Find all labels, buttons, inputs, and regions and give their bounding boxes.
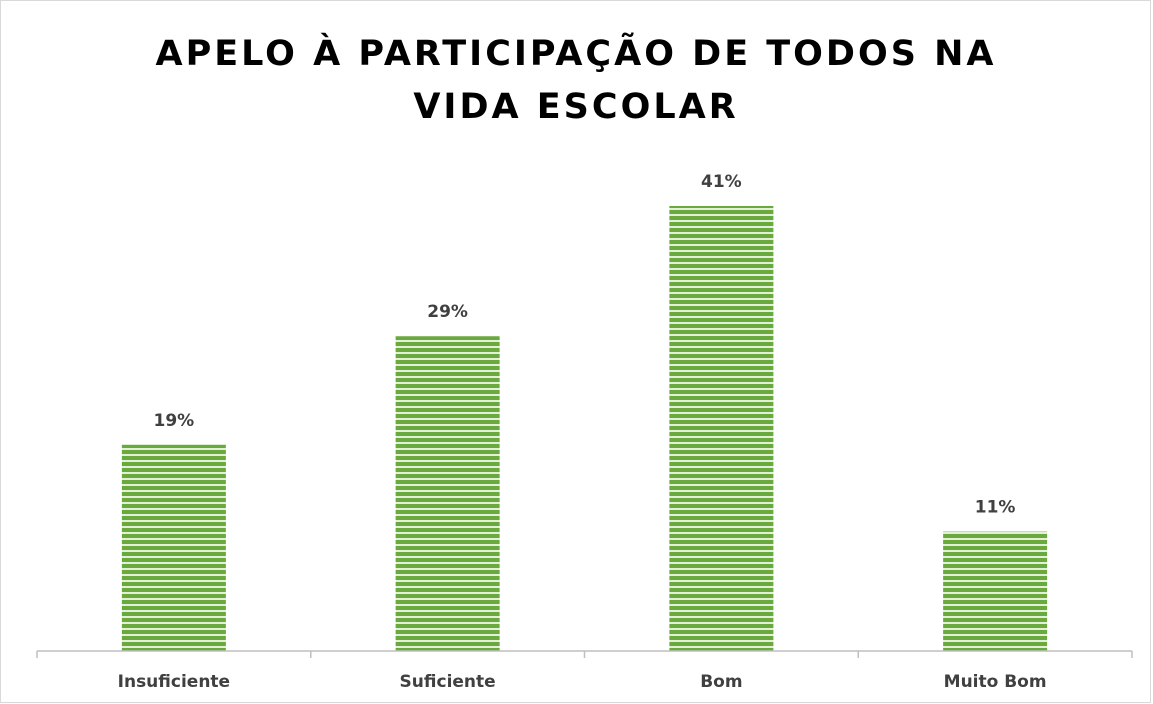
bar xyxy=(121,444,226,651)
bar xyxy=(395,336,500,651)
data-label: 19% xyxy=(154,411,195,431)
bar xyxy=(943,531,1048,651)
x-tick-label: Muito Bom xyxy=(944,672,1047,692)
chart-title: APELO À PARTICIPAÇÃO DE TODOS NA VIDA ES… xyxy=(155,34,997,127)
data-label: 41% xyxy=(701,172,742,192)
data-label: 29% xyxy=(427,302,468,322)
bar xyxy=(669,206,774,651)
x-tick-label: Insuficiente xyxy=(118,672,230,692)
x-tick-label: Bom xyxy=(700,672,742,692)
data-label: 11% xyxy=(975,498,1016,518)
x-tick-label: Suficiente xyxy=(400,672,496,692)
